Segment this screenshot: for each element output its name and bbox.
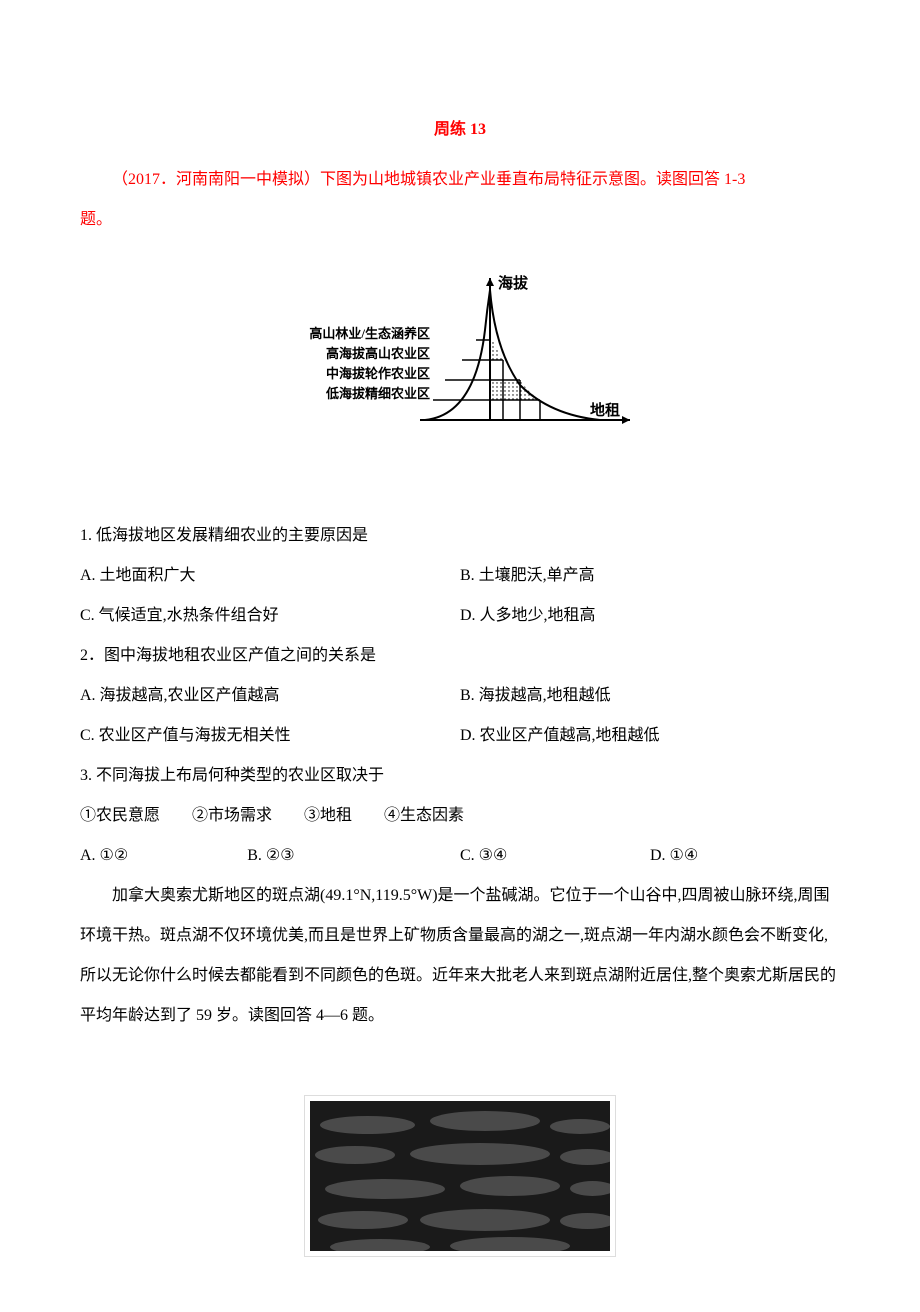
q1-option-c: C. 气候适宜,水热条件组合好 bbox=[80, 596, 460, 636]
question-1: 1. 低海拔地区发展精细农业的主要原因是 A. 土地面积广大 B. 土壤肥沃,单… bbox=[80, 516, 840, 636]
q3-option-b: B. ②③ bbox=[247, 836, 460, 876]
zone-label-0: 高山林业/生态涵养区 bbox=[309, 326, 430, 341]
q3-option-a: A. ①② bbox=[80, 836, 247, 876]
zone-label-2: 中海拔轮作农业区 bbox=[326, 366, 430, 381]
q2-stem: 2．图中海拔地租农业区产值之间的关系是 bbox=[80, 636, 840, 676]
photo-container bbox=[80, 1096, 840, 1272]
intro-text-line1: （2017．河南南阳一中模拟）下图为山地城镇农业产业垂直布局特征示意图。读图回答… bbox=[80, 160, 840, 200]
question-3: 3. 不同海拔上布局何种类型的农业区取决于 ①农民意愿 ②市场需求 ③地租 ④生… bbox=[80, 756, 840, 876]
exercise-title: 周练 13 bbox=[80, 110, 840, 150]
diagram-container: 海拔 地租 高山林业/生态涵养区 高海拔高山农业区 中海拔轮作农业区 低海拔精细… bbox=[80, 270, 840, 456]
intro-text-line2: 题。 bbox=[80, 200, 840, 240]
zone-label-1: 高海拔高山农业区 bbox=[326, 346, 430, 361]
q1-stem: 1. 低海拔地区发展精细农业的主要原因是 bbox=[80, 516, 840, 556]
zone-label-3: 低海拔精细农业区 bbox=[325, 386, 430, 401]
q1-option-a: A. 土地面积广大 bbox=[80, 556, 460, 596]
x-axis-label: 地租 bbox=[590, 401, 620, 419]
q2-option-a: A. 海拔越高,农业区产值越高 bbox=[80, 676, 460, 716]
q3-items: ①农民意愿 ②市场需求 ③地租 ④生态因素 bbox=[80, 796, 840, 836]
q2-option-b: B. 海拔越高,地租越低 bbox=[460, 676, 840, 716]
q3-option-c: C. ③④ bbox=[460, 836, 650, 876]
q1-option-d: D. 人多地少,地租高 bbox=[460, 596, 840, 636]
passage-text: 加拿大奥索尤斯地区的斑点湖(49.1°N,119.5°W)是一个盐碱湖。它位于一… bbox=[80, 876, 840, 1036]
question-2: 2．图中海拔地租农业区产值之间的关系是 A. 海拔越高,农业区产值越高 B. 海… bbox=[80, 636, 840, 756]
y-axis-label: 海拔 bbox=[498, 274, 529, 292]
spotted-lake-photo bbox=[305, 1096, 615, 1256]
q3-option-d: D. ①④ bbox=[650, 836, 840, 876]
altitude-rent-diagram: 海拔 地租 高山林业/生态涵养区 高海拔高山农业区 中海拔轮作农业区 低海拔精细… bbox=[280, 270, 640, 440]
q2-option-c: C. 农业区产值与海拔无相关性 bbox=[80, 716, 460, 756]
q3-stem: 3. 不同海拔上布局何种类型的农业区取决于 bbox=[80, 756, 840, 796]
q1-option-b: B. 土壤肥沃,单产高 bbox=[460, 556, 840, 596]
q2-option-d: D. 农业区产值越高,地租越低 bbox=[460, 716, 840, 756]
